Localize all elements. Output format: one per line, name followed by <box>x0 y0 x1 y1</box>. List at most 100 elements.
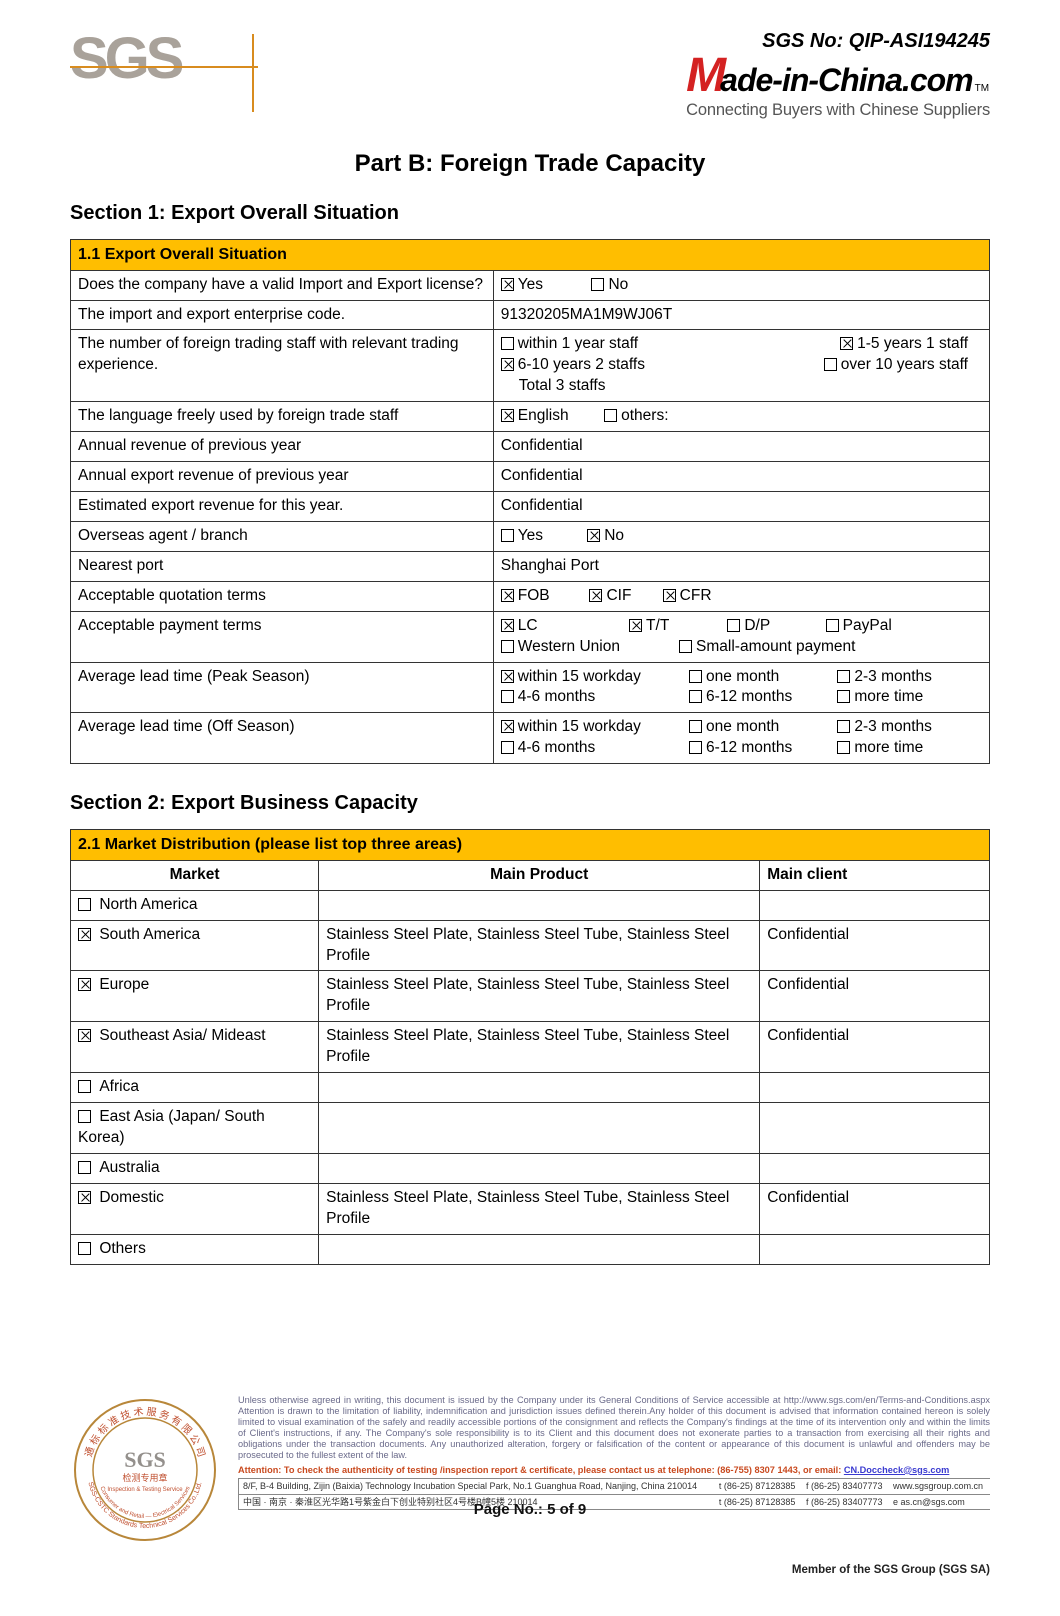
checkbox-icon <box>689 720 702 733</box>
a-payment: LC T/T D/P PayPal Western Union Small-am… <box>493 611 989 662</box>
table-row: Europe Stainless Steel Plate, Stainless … <box>71 971 990 1022</box>
table-market-distribution: 2.1 Market Distribution (please list top… <box>70 829 990 1264</box>
checkbox-icon <box>501 337 514 350</box>
checkbox-icon <box>837 690 850 703</box>
footer: SGS 检测专用章 Inspection & Testing Service 通… <box>70 1395 990 1550</box>
checkbox-icon <box>78 898 91 911</box>
table-row: Southeast Asia/ Mideast Stainless Steel … <box>71 1022 990 1073</box>
mic-tagline: Connecting Buyers with Chinese Suppliers <box>686 101 990 120</box>
sgs-logo: SGS <box>70 30 260 108</box>
sgs-stamp: SGS 检测专用章 Inspection & Testing Service 通… <box>70 1395 220 1550</box>
footer-text: Unless otherwise agreed in writing, this… <box>238 1395 990 1511</box>
checkbox-icon <box>604 409 617 422</box>
table-row: South America Stainless Steel Plate, Sta… <box>71 920 990 971</box>
checkbox-icon <box>689 690 702 703</box>
checkbox-icon <box>837 720 850 733</box>
checkbox-icon <box>837 670 850 683</box>
attention: Attention: To check the authenticity of … <box>238 1465 990 1476</box>
col-product: Main Product <box>319 860 760 890</box>
a-annual-rev: Confidential <box>493 432 989 462</box>
q-overseas: Overseas agent / branch <box>71 521 494 551</box>
checkbox-icon <box>727 619 740 632</box>
checkbox-icon <box>629 619 642 632</box>
sgs-logo-bar-h <box>70 66 258 68</box>
table-export-overall: 1.1 Export Overall Situation Does the co… <box>70 239 990 764</box>
table-row: Domestic Stainless Steel Plate, Stainles… <box>71 1183 990 1234</box>
q-export-rev: Annual export revenue of previous year <box>71 462 494 492</box>
table-row: Africa <box>71 1073 990 1103</box>
q-quote: Acceptable quotation terms <box>71 581 494 611</box>
checkbox-icon <box>826 619 839 632</box>
a-est-export: Confidential <box>493 491 989 521</box>
checkbox-icon <box>837 741 850 754</box>
col-market: Market <box>71 860 319 890</box>
table-row: North America <box>71 890 990 920</box>
checkbox-icon <box>78 1161 91 1174</box>
a-code: 91320205MA1M9WJ06T <box>493 300 989 330</box>
sgs-logo-text: SGS <box>70 30 260 88</box>
mic-tm: TM <box>975 83 989 94</box>
a-port: Shanghai Port <box>493 551 989 581</box>
made-in-china-logo: M ade-in-China.com TM Connecting Buyers … <box>686 57 990 120</box>
checkbox-icon <box>78 1029 91 1042</box>
checkbox-icon <box>78 1242 91 1255</box>
a-language: English others: <box>493 402 989 432</box>
checkbox-icon <box>824 358 837 371</box>
a-license: Yes No <box>493 270 989 300</box>
table-row: East Asia (Japan/ South Korea) <box>71 1103 990 1154</box>
checkbox-icon <box>501 278 514 291</box>
checkbox-icon <box>689 670 702 683</box>
header-right: SGS No: QIP-ASI194245 M ade-in-China.com… <box>686 30 990 120</box>
table-row: Australia <box>71 1153 990 1183</box>
part-title: Part B: Foreign Trade Capacity <box>70 150 990 178</box>
q-est-export: Estimated export revenue for this year. <box>71 491 494 521</box>
q-annual-rev: Annual revenue of previous year <box>71 432 494 462</box>
header: SGS SGS No: QIP-ASI194245 M ade-in-China… <box>70 30 990 120</box>
a-lead-off: within 15 workday one month 2-3 months 4… <box>493 713 989 764</box>
sgs-number: SGS No: QIP-ASI194245 <box>686 30 990 53</box>
checkbox-icon <box>689 741 702 754</box>
q-lead-off: Average lead time (Off Season) <box>71 713 494 764</box>
q-port: Nearest port <box>71 551 494 581</box>
table2-header: 2.1 Market Distribution (please list top… <box>71 830 990 861</box>
member-line: Member of the SGS Group (SGS SA) <box>70 1564 990 1576</box>
a-lead-peak: within 15 workday one month 2-3 months 4… <box>493 662 989 713</box>
table1-header: 1.1 Export Overall Situation <box>71 240 990 271</box>
section1-title: Section 1: Export Overall Situation <box>70 202 990 225</box>
q-lead-peak: Average lead time (Peak Season) <box>71 662 494 713</box>
mic-text: ade-in-China.com <box>720 62 972 99</box>
svg-text:检测专用章: 检测专用章 <box>122 1472 167 1483</box>
checkbox-icon <box>501 720 514 733</box>
address-table: 8/F, B-4 Building, Zijin (Baixia) Techno… <box>238 1478 990 1511</box>
q-license: Does the company have a valid Import and… <box>71 270 494 300</box>
checkbox-icon <box>501 741 514 754</box>
checkbox-icon <box>78 1080 91 1093</box>
checkbox-icon <box>78 978 91 991</box>
a-export-rev: Confidential <box>493 462 989 492</box>
checkbox-icon <box>501 409 514 422</box>
svg-text:SGS: SGS <box>124 1447 166 1472</box>
section2-title: Section 2: Export Business Capacity <box>70 792 990 815</box>
checkbox-icon <box>501 619 514 632</box>
q-payment: Acceptable payment terms <box>71 611 494 662</box>
doccheck-email[interactable]: CN.Doccheck@sgs.com <box>844 1465 949 1475</box>
table-row: Others <box>71 1234 990 1264</box>
checkbox-icon <box>679 640 692 653</box>
checkbox-icon <box>78 928 91 941</box>
checkbox-icon <box>501 358 514 371</box>
checkbox-icon <box>501 670 514 683</box>
disclaimer: Unless otherwise agreed in writing, this… <box>238 1395 990 1461</box>
checkbox-icon <box>501 529 514 542</box>
checkbox-icon <box>587 529 600 542</box>
q-code: The import and export enterprise code. <box>71 300 494 330</box>
checkbox-icon <box>589 589 602 602</box>
checkbox-icon <box>501 640 514 653</box>
checkbox-icon <box>591 278 604 291</box>
a-staff: within 1 year staff 1-5 years 1 staff 6-… <box>493 330 989 402</box>
q-staff: The number of foreign trading staff with… <box>71 330 494 402</box>
sgs-logo-bar-v <box>252 34 254 112</box>
a-quote: FOB CIF CFR <box>493 581 989 611</box>
page-number: Page No.: 5 of 9 <box>474 1501 587 1518</box>
mic-m-icon: M <box>686 57 724 95</box>
checkbox-icon <box>501 589 514 602</box>
